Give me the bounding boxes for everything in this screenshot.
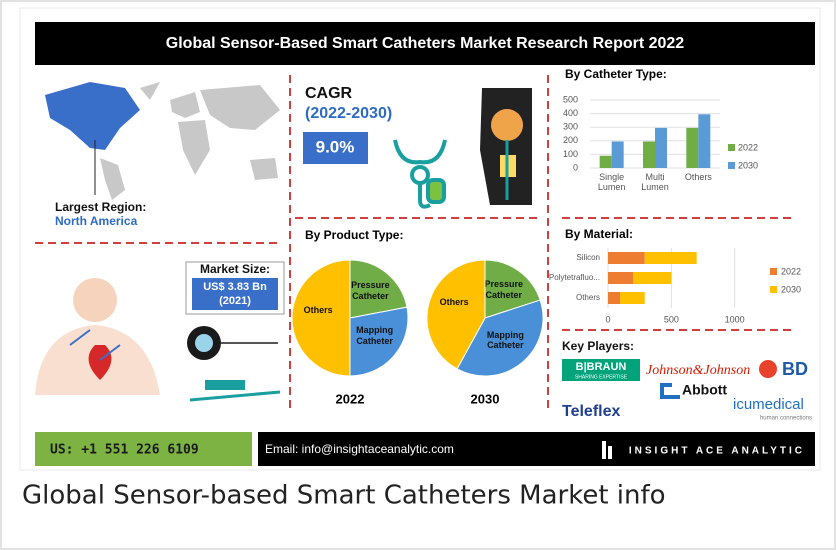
bar xyxy=(645,252,697,264)
y-tick-label: 0 xyxy=(573,162,578,172)
y-tick-label: 300 xyxy=(563,122,578,132)
abbott: Abbott xyxy=(682,382,727,398)
x-tick-label: Others xyxy=(676,172,720,182)
chart-title: By Product Type: xyxy=(305,228,403,242)
bar xyxy=(643,141,655,168)
y-tick-label: Polytetrafluo... xyxy=(549,273,600,282)
cagr-period: (2022-2030) xyxy=(305,105,392,122)
region-label: Largest Region: xyxy=(55,200,146,214)
x-tick-label: Multi Lumen xyxy=(633,172,677,193)
bar xyxy=(612,141,624,168)
market-size-label: Market Size: xyxy=(200,262,270,276)
x-tick-label: Single Lumen xyxy=(590,172,634,193)
x-tick-label-box: Multi Lumen xyxy=(633,172,677,198)
braun-tag: SHARING EXPERTISE xyxy=(575,374,628,380)
bar xyxy=(608,252,645,264)
bar xyxy=(633,272,671,284)
slice-label: Others xyxy=(292,305,344,315)
slice-label-box: Others xyxy=(292,305,344,333)
legend-label: 2022 xyxy=(738,142,758,152)
slice-label: Mapping Catheter xyxy=(349,325,401,346)
y-tick-label: 400 xyxy=(563,108,578,118)
x-tick-label: 1000 xyxy=(725,314,745,324)
bar xyxy=(608,272,633,284)
legend-swatch xyxy=(770,286,777,293)
bar xyxy=(686,128,698,168)
x-tick-label: 0 xyxy=(605,314,610,324)
bd-logo xyxy=(759,360,777,378)
cagr-value: 9.0% xyxy=(316,137,355,156)
slice-label-box: Mapping Catheter xyxy=(479,330,531,358)
bd: BD xyxy=(782,359,808,379)
body-icon xyxy=(480,88,532,205)
phone: US: +1 551 226 6109 xyxy=(50,443,199,458)
slice-label-box: Pressure Catheter xyxy=(478,279,530,307)
teleflex: Teleflex xyxy=(562,403,621,420)
legend-label: 2022 xyxy=(781,266,801,276)
x-tick-label: 500 xyxy=(664,314,679,324)
slice-label-box: Others xyxy=(428,297,480,325)
slice-label: Pressure Catheter xyxy=(344,280,396,301)
key-players-label: Key Players: xyxy=(562,339,634,353)
jnj: Johnson&Johnson xyxy=(646,363,750,378)
x-tick-label-box: Single Lumen xyxy=(590,172,634,198)
slice-label-box: Pressure Catheter xyxy=(344,280,396,308)
pie-year: 2022 xyxy=(336,391,365,406)
slice-label: Mapping Catheter xyxy=(479,330,531,351)
slice-label: Others xyxy=(428,297,480,307)
cagr-label: CAGR xyxy=(305,85,353,102)
bar xyxy=(600,156,612,168)
region-value: North America xyxy=(55,214,138,228)
y-tick-label: 500 xyxy=(563,94,578,104)
legend-label: 2030 xyxy=(781,284,801,294)
y-tick-label: 200 xyxy=(563,135,578,145)
brand: INSIGHT ACE ANALYTIC xyxy=(629,446,805,457)
title: Global Sensor-Based Smart Catheters Mark… xyxy=(166,35,685,52)
legend-swatch xyxy=(728,162,735,169)
braun: B|BRAUN xyxy=(576,361,627,373)
icu: icumedical xyxy=(733,396,804,413)
email: Email: info@insightaceanalytic.com xyxy=(265,442,454,456)
x-tick-label-box: Others xyxy=(676,172,720,198)
y-tick-label: Silicon xyxy=(576,253,600,262)
bar xyxy=(608,292,620,304)
market-size-year: (2021) xyxy=(219,295,251,307)
slice-label: Pressure Catheter xyxy=(478,279,530,300)
page: Global Sensor-Based Smart Catheters Mark… xyxy=(0,0,836,550)
panel xyxy=(20,8,820,470)
bar xyxy=(698,114,710,168)
legend-swatch xyxy=(770,268,777,275)
chart-title: By Catheter Type: xyxy=(565,67,667,81)
y-tick-label: 100 xyxy=(563,149,578,159)
y-tick-label: Others xyxy=(576,293,600,302)
slice-label-box: Mapping Catheter xyxy=(349,325,401,353)
chart-title: By Material: xyxy=(565,227,633,241)
icu-tag: human connections xyxy=(760,416,812,422)
legend-swatch xyxy=(728,144,735,151)
market-size-value: US$ 3.83 Bn xyxy=(203,281,267,293)
bar xyxy=(620,292,645,304)
bar xyxy=(655,128,667,168)
infographic: Global Sensor-Based Smart Catheters Mark… xyxy=(0,0,836,550)
legend-label: 2030 xyxy=(738,160,758,170)
pie-year: 2030 xyxy=(471,391,500,406)
caption: Global Sensor-based Smart Catheters Mark… xyxy=(22,481,666,511)
